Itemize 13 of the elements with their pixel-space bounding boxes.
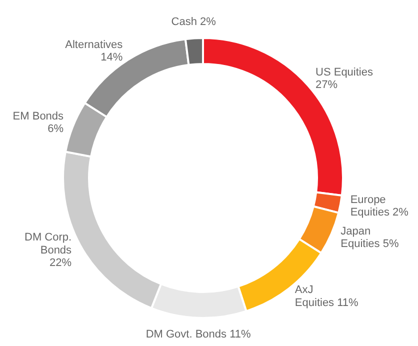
slice-label: Japan Equities 5%: [340, 225, 399, 250]
slice-label: Europe Equities 2%: [350, 194, 409, 218]
slice-label: Alternatives: [65, 39, 124, 52]
data-label: 27%: [316, 79, 338, 92]
slice-label: AxJ Equities 11%: [294, 284, 359, 309]
slice-label: EM Bonds: [12, 110, 64, 122]
data-label: 14%: [100, 52, 123, 64]
slice-label: DM Govt. Bonds 11%: [146, 328, 251, 340]
data-label: 6%: [48, 123, 64, 136]
data-label: 22%: [50, 256, 72, 269]
slice-label: DM Corp. Bonds: [24, 232, 72, 256]
slice-label: US Equities: [316, 66, 374, 79]
slice-label: Cash 2%: [171, 16, 216, 28]
